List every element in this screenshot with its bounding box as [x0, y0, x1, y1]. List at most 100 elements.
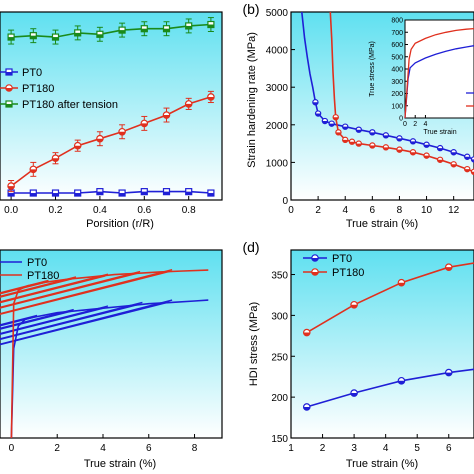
panel-b-series-0-point-13-fill: [396, 138, 403, 141]
panel-d-ytick-label-4: 350: [271, 271, 288, 282]
panel-a-series-2-point-7: [162, 25, 171, 33]
panel-a-series-0-point-8-fill: [185, 191, 192, 195]
panel-a-series-1-point-1: [29, 165, 38, 174]
panel-a-legend-marker-2: [5, 100, 13, 108]
panel-b-series-0-point-10: [355, 126, 362, 133]
panel-c-xtick-label-0: 0: [9, 443, 15, 454]
panel-b-label: (b): [242, 1, 259, 17]
panel-b-series-1-point-10: [382, 144, 390, 151]
panel-b-series-1-point-8: [355, 140, 362, 147]
panel-d-series-1-point-1: [350, 300, 358, 309]
panel-d-legend-marker-1: [311, 268, 319, 276]
panel-b-series-1-point-9: [369, 142, 376, 149]
panel-b-series-1-point-12: [409, 149, 417, 156]
panel-a-xtick-label-2: 0.4: [93, 205, 107, 216]
panel-a-series-1-point-0-fill: [7, 186, 15, 190]
panel-b-ytick-label-4: 4000: [266, 46, 289, 57]
panel-d-series-1-point-0-fill: [303, 332, 310, 336]
panel-b-inset-series-1-line: [404, 27, 474, 119]
panel-b-series-1-point-14-fill: [437, 159, 443, 163]
panel-d-chart: 150 200 250 300 350 1 2 3 4 5 6 True strain (%) HDI …: [242, 239, 474, 470]
panel-b-series-1-point-9-fill: [369, 145, 375, 149]
panel-b-ytick-label-3: 3000: [266, 83, 289, 94]
panel-d-series-0-point-3-fill: [445, 372, 452, 376]
panel-d-series-1-point-0: [302, 328, 311, 337]
panel-d-ytick-label-1: 200: [271, 393, 288, 404]
panel-c-plot-background: [0, 250, 222, 438]
panel-a-legend-marker-1: [5, 84, 13, 92]
panel-a-series-0-point-8: [185, 188, 193, 196]
panel-a-series-1-point-4-fill: [96, 138, 104, 142]
panel-d-legend-marker-1-fill: [311, 272, 319, 276]
panel-a-series-0-point-7-fill: [163, 191, 170, 195]
panel-b-series-1-point-15-fill: [451, 164, 457, 167]
panel-b-ylabel: Strain hardening rate (MPa): [246, 32, 258, 168]
panel-d-legend-label-0: PT0: [332, 253, 352, 265]
panel-d-series-0-point-2: [397, 376, 406, 385]
panel-b-xtick-label-1: 2: [315, 205, 321, 216]
panel-d-series-0-point-3: [444, 368, 453, 377]
panel-a-series-1-point-8-fill: [185, 103, 192, 108]
panel-b-series-0-point-19-fill: [471, 159, 474, 162]
panel-a-series-1-point-8: [184, 100, 193, 108]
panel-b-series-1-point-11: [396, 146, 403, 153]
panel-b-inset-ytick-label-0: 0: [399, 116, 403, 123]
panel-a-series-2-point-3: [74, 29, 82, 37]
panel-a-series-2-point-8: [185, 22, 193, 30]
panel-a-series-0-point-7: [162, 188, 171, 196]
panel-a-series-0-point-2-fill: [52, 193, 59, 197]
panel-a-series-2-line: [11, 23, 211, 38]
panel-d-xtick-label-1: 2: [320, 443, 326, 454]
panel-b-series-1-point-4-fill: [333, 117, 339, 120]
panel-a-series-0-line: [11, 190, 211, 194]
panel-a-series-1-point-5: [118, 127, 126, 136]
panel-b-series-0-point-9-fill: [342, 126, 348, 130]
panel-a-series-0-point-1-fill: [30, 193, 37, 197]
panel-b-ytick-label-5: 5000: [266, 8, 289, 19]
panel-b-series-0-point-10-fill: [356, 129, 362, 133]
panel-d-ytick-label-3: 300: [271, 311, 288, 322]
panel-a-series-0-point-3: [74, 189, 82, 197]
panel-d-xtick-label-5: 6: [446, 443, 452, 454]
panel-a-series-1-point-5-fill: [118, 131, 126, 135]
panel-b-series-0-point-13: [396, 135, 403, 142]
panel-a-series-1-point-7: [162, 111, 171, 119]
panel-a-xlabel: Porsition (r/R): [86, 218, 154, 230]
panel-b-xlabel: True strain (%): [346, 218, 418, 230]
panel-b-inset-ytick-label-5: 500: [391, 54, 403, 61]
panel-a-series-0-point-9-fill: [207, 193, 214, 197]
panel-a-series-0-point-2: [51, 189, 60, 197]
panel-a-series-2-point-7-fill: [163, 28, 170, 32]
panel-a-series-0-point-1: [29, 189, 37, 197]
panel-a-series-2-point-1: [29, 32, 37, 40]
panel-a-legend-marker-1-fill: [5, 88, 13, 92]
panel-b-series-0-point-11-fill: [369, 132, 375, 135]
panel-b-ytick-label-2: 2000: [266, 121, 289, 132]
panel-a-series-1-point-1-fill: [30, 169, 37, 173]
panel-a-series-2-point-5: [118, 26, 126, 34]
panel-b-inset-xlabel: True strain: [423, 129, 456, 136]
panel-b-inset-xtick-label-2: 4: [423, 121, 427, 128]
panel-a-legend-label-0: PT0: [22, 67, 42, 79]
panel-b-series-1-point-6: [342, 136, 349, 144]
panel-d-legend-marker-0: [311, 254, 319, 262]
panel-a-series-0-point-0-fill: [8, 193, 15, 197]
panel-c-series-0-envelope: [10, 299, 209, 439]
panel-b-inset-ytick-label-7: 700: [391, 30, 403, 37]
panel-d-xlabel: True strain (%): [346, 458, 418, 470]
panel-a-series-2-point-0: [7, 33, 15, 41]
panel-b-series-0-point-7: [321, 117, 329, 125]
panel-d-xtick-label-3: 4: [383, 443, 389, 454]
panel-d-plot-frame: [290, 249, 474, 439]
panel-a-series-2-point-4: [96, 30, 104, 38]
panel-b-series-0-point-5-fill: [312, 102, 318, 105]
panel-b-inset-ytick-label-3: 300: [391, 79, 403, 86]
panel-b-series-1-point-5-fill: [335, 132, 342, 135]
panel-a-series-2-point-8-fill: [185, 25, 192, 29]
panel-b-series-1-point-11-fill: [396, 149, 403, 153]
panel-a-legend-marker-2-fill: [6, 104, 12, 107]
panel-b-series-1-point-12-fill: [410, 152, 416, 155]
panel-b-series-1-point-14: [436, 156, 444, 163]
